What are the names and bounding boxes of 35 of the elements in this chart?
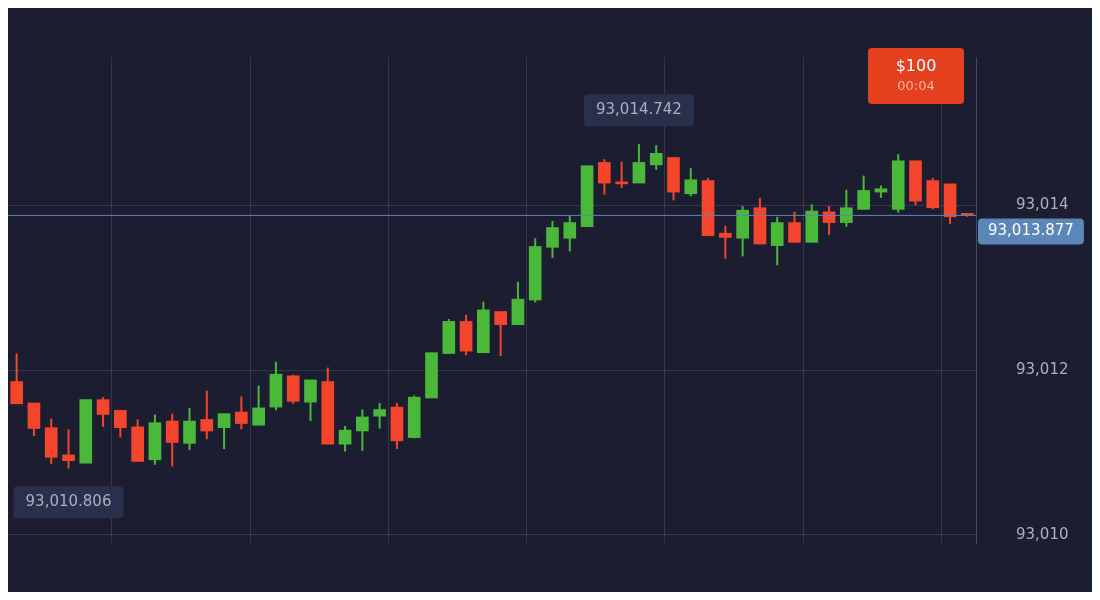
- candlestick: [200, 389, 214, 441]
- candlestick: [684, 167, 698, 198]
- candlestick: [338, 425, 352, 453]
- candlestick: [96, 396, 110, 428]
- candlestick: [632, 143, 646, 185]
- ref-line-label: 93,013.877: [988, 221, 1074, 240]
- candlestick: [304, 378, 317, 423]
- candlestick: [62, 428, 75, 470]
- annotation: 00:04: [896, 77, 936, 95]
- candlestick: [563, 214, 577, 253]
- candlestick: [840, 188, 853, 228]
- annotation: $100: [894, 56, 938, 76]
- candlestick: [719, 224, 732, 260]
- candlestick: [183, 406, 196, 451]
- candlestick: [114, 409, 127, 439]
- candlestick: [494, 310, 507, 358]
- candlestick: [649, 144, 663, 171]
- candlestick: [373, 401, 386, 430]
- candlestick: [598, 158, 611, 196]
- candlestick: [217, 412, 231, 451]
- candlestick: [235, 395, 248, 431]
- candlestick: [10, 352, 23, 405]
- y-tick-label: 93,012: [1016, 359, 1069, 378]
- candlestick: [788, 210, 801, 244]
- candlestick: [252, 384, 265, 427]
- order-badge: $100 00:04: [868, 48, 964, 104]
- annotation: 93,014.742: [595, 100, 682, 119]
- candlestick: [546, 219, 559, 259]
- candlestick: [857, 174, 870, 211]
- candlestick: [165, 412, 179, 468]
- candlestick: [770, 215, 784, 267]
- annotation: 93,010.806: [25, 492, 112, 511]
- y-tick-label: 93,010: [1016, 524, 1069, 543]
- y-tick-label: 93,014: [1016, 195, 1069, 214]
- candlestick: [356, 408, 369, 452]
